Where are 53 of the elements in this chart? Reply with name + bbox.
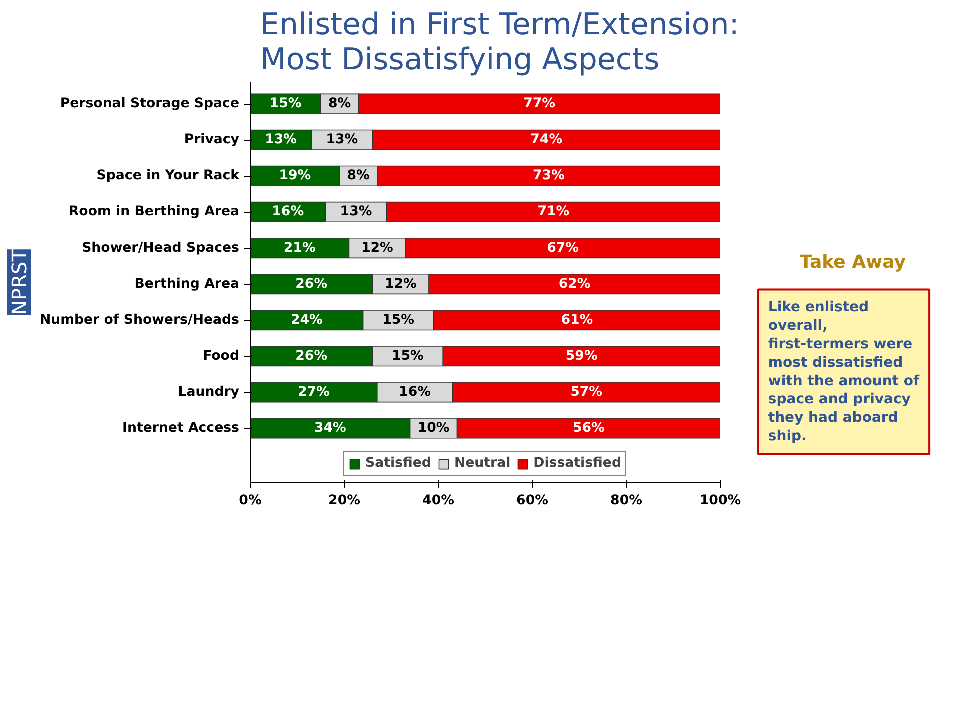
y-tick-label: Personal Storage Space <box>60 96 240 112</box>
text: NPRST <box>8 248 32 316</box>
data-label: 74% <box>530 132 563 148</box>
y-tick-label: Space in Your Rack <box>96 168 241 184</box>
data-label: 16% <box>272 204 304 220</box>
y-tick-label: Number of Showers/Heads <box>40 312 240 328</box>
data-label: 73% <box>533 168 565 184</box>
data-label: 71% <box>538 204 570 220</box>
data-label: 27% <box>298 384 330 400</box>
data-label: 77% <box>524 96 556 112</box>
data-label: 57% <box>570 384 603 400</box>
data-label: 12% <box>361 240 394 256</box>
x-tick-label: 80% <box>610 494 642 508</box>
text: Take Away <box>800 252 906 273</box>
data-label: 21% <box>284 240 316 256</box>
data-label: 34% <box>314 420 346 436</box>
x-tick-label: 60% <box>516 494 548 508</box>
data-label: 8% <box>328 96 352 112</box>
y-tick-label: Laundry <box>178 384 240 400</box>
x-tick-label: 0% <box>239 494 262 508</box>
data-label: 56% <box>572 420 605 436</box>
y-tick-label: Berthing Area <box>134 276 240 292</box>
data-label: 15% <box>270 96 302 112</box>
chart-title: Enlisted in First Term/Extension: Most Dissatisfying Aspects <box>260 8 740 78</box>
data-label: 12% <box>384 276 417 292</box>
y-tick-label: Room in Berthing Area <box>68 204 240 220</box>
data-label: 67% <box>547 240 580 256</box>
data-label: 19% <box>279 168 312 184</box>
data-label: 13% <box>326 132 358 148</box>
x-tick-label: 40% <box>422 494 454 508</box>
data-label: 8% <box>347 168 370 184</box>
data-label: 26% <box>296 276 328 292</box>
legend-label: Satisfied <box>366 456 432 471</box>
data-label: 13% <box>340 204 372 220</box>
data-label: 59% <box>566 348 598 364</box>
data-label: 15% <box>392 348 424 364</box>
data-label: 13% <box>265 132 298 148</box>
y-tick-label: Privacy <box>184 132 240 148</box>
data-label: 16% <box>399 384 431 400</box>
y-tick-label: Food <box>203 348 240 364</box>
legend-label: Dissatisfied <box>534 456 622 471</box>
x-tick-label: 100% <box>700 494 742 508</box>
data-label: 62% <box>558 276 591 292</box>
text: Like enlisted overall, first-termers were most dissatisfied with the amount of space and privacy they had aboard ship. <box>768 300 920 444</box>
data-label: 24% <box>290 312 323 328</box>
data-label: 10% <box>418 420 450 436</box>
y-tick-label: Internet Access <box>122 420 240 436</box>
data-label: 15% <box>382 312 415 328</box>
data-label: 61% <box>561 312 594 328</box>
y-tick-label: Shower/Head Spaces <box>82 240 240 256</box>
x-tick-label: 20% <box>328 494 360 508</box>
legend-label: Neutral <box>454 456 511 471</box>
data-label: 26% <box>296 348 328 364</box>
